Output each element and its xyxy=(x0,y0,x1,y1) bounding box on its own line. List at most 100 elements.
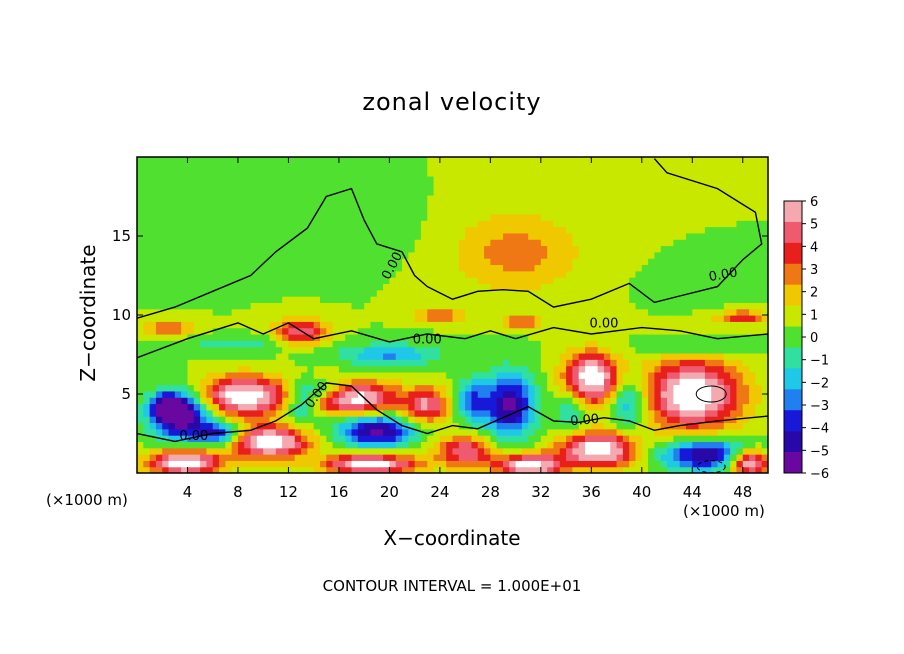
heatmap-cell xyxy=(269,289,277,297)
heatmap-cell xyxy=(338,258,346,266)
heatmap-cell xyxy=(212,302,220,310)
heatmap-cell xyxy=(193,277,201,284)
heatmap-cell xyxy=(143,157,151,164)
heatmap-cell xyxy=(181,365,189,373)
heatmap-cell xyxy=(294,308,302,316)
heatmap-cell xyxy=(244,270,252,278)
heatmap-cell xyxy=(515,283,523,291)
heatmap-cell xyxy=(540,157,548,164)
heatmap-cell xyxy=(566,315,573,322)
heatmap-cell xyxy=(395,397,403,405)
heatmap-cell xyxy=(761,333,768,341)
heatmap-cell xyxy=(490,428,498,436)
heatmap-cell xyxy=(250,447,258,455)
heatmap-cell xyxy=(603,283,611,291)
heatmap-cell xyxy=(389,454,397,461)
heatmap-cell xyxy=(528,251,536,259)
heatmap-cell xyxy=(616,182,624,190)
heatmap-cell xyxy=(496,302,504,310)
heatmap-cell xyxy=(332,422,340,430)
heatmap-cell xyxy=(547,397,555,405)
heatmap-cell xyxy=(256,365,264,373)
heatmap-cell xyxy=(685,182,693,190)
heatmap-cell xyxy=(736,289,744,297)
heatmap-cell xyxy=(635,346,643,354)
heatmap-cell xyxy=(345,466,353,473)
heatmap-cell xyxy=(635,226,643,234)
heatmap-cell xyxy=(137,264,144,272)
heatmap-cell xyxy=(667,352,674,360)
heatmap-cell xyxy=(540,321,548,329)
heatmap-cell xyxy=(402,277,409,284)
heatmap-cell xyxy=(742,403,750,411)
heatmap-cell xyxy=(502,447,510,455)
heatmap-cell xyxy=(155,422,163,430)
heatmap-cell xyxy=(471,315,479,322)
heatmap-cell xyxy=(692,289,700,297)
heatmap-cell xyxy=(212,283,220,291)
heatmap-cell xyxy=(547,226,555,234)
heatmap-cell xyxy=(660,232,668,240)
heatmap-cell xyxy=(395,365,403,373)
heatmap-cell xyxy=(515,194,523,202)
heatmap-cell xyxy=(345,245,353,253)
heatmap-cell xyxy=(338,296,346,303)
heatmap-cell xyxy=(288,264,296,272)
heatmap-cell xyxy=(515,416,523,424)
heatmap-cell xyxy=(301,157,308,164)
heatmap-cell xyxy=(143,201,151,209)
heatmap-cell xyxy=(553,232,561,240)
heatmap-cell xyxy=(301,201,308,209)
heatmap-cell xyxy=(414,157,422,164)
heatmap-cell xyxy=(540,409,548,417)
heatmap-cell xyxy=(326,207,334,215)
heatmap-cell xyxy=(307,359,315,367)
heatmap-cell xyxy=(711,359,719,367)
heatmap-cell xyxy=(395,346,403,354)
heatmap-cell xyxy=(484,245,491,253)
heatmap-cell xyxy=(219,169,226,177)
heatmap-cell xyxy=(370,409,378,417)
heatmap-cell xyxy=(250,157,258,164)
heatmap-cell xyxy=(149,201,157,209)
heatmap-cell xyxy=(143,333,151,341)
heatmap-cell xyxy=(237,447,245,455)
heatmap-cell xyxy=(648,441,656,449)
heatmap-cell xyxy=(610,188,618,196)
heatmap-cell xyxy=(319,232,327,240)
heatmap-cell xyxy=(332,157,340,164)
heatmap-cell xyxy=(389,213,397,221)
heatmap-cell xyxy=(143,270,151,278)
heatmap-cell xyxy=(730,239,738,247)
heatmap-cell xyxy=(149,441,157,449)
heatmap-cell xyxy=(547,277,555,284)
heatmap-cell xyxy=(345,194,353,202)
heatmap-cell xyxy=(641,302,649,310)
heatmap-cell xyxy=(212,188,220,196)
heatmap-cell xyxy=(654,428,662,436)
heatmap-cell xyxy=(452,220,460,228)
heatmap-cell xyxy=(219,466,226,473)
heatmap-cell xyxy=(345,157,353,164)
heatmap-cell xyxy=(420,390,428,398)
heatmap-cell xyxy=(515,169,523,177)
heatmap-cell xyxy=(193,264,201,272)
heatmap-cell xyxy=(502,454,510,461)
heatmap-cell xyxy=(704,403,712,411)
heatmap-cell xyxy=(263,270,271,278)
heatmap-cell xyxy=(471,384,479,392)
heatmap-cell xyxy=(137,466,144,473)
heatmap-cell xyxy=(193,333,201,341)
heatmap-cell xyxy=(540,397,548,405)
heatmap-cell xyxy=(389,384,397,392)
heatmap-cell xyxy=(256,346,264,354)
heatmap-cell xyxy=(616,327,624,335)
heatmap-cell xyxy=(212,169,220,177)
heatmap-cell xyxy=(559,163,567,171)
heatmap-cell xyxy=(547,359,555,367)
heatmap-cell xyxy=(143,220,151,228)
heatmap-cell xyxy=(717,352,725,360)
heatmap-cell xyxy=(465,283,473,291)
heatmap-cell xyxy=(673,403,681,411)
heatmap-cell xyxy=(313,416,321,424)
